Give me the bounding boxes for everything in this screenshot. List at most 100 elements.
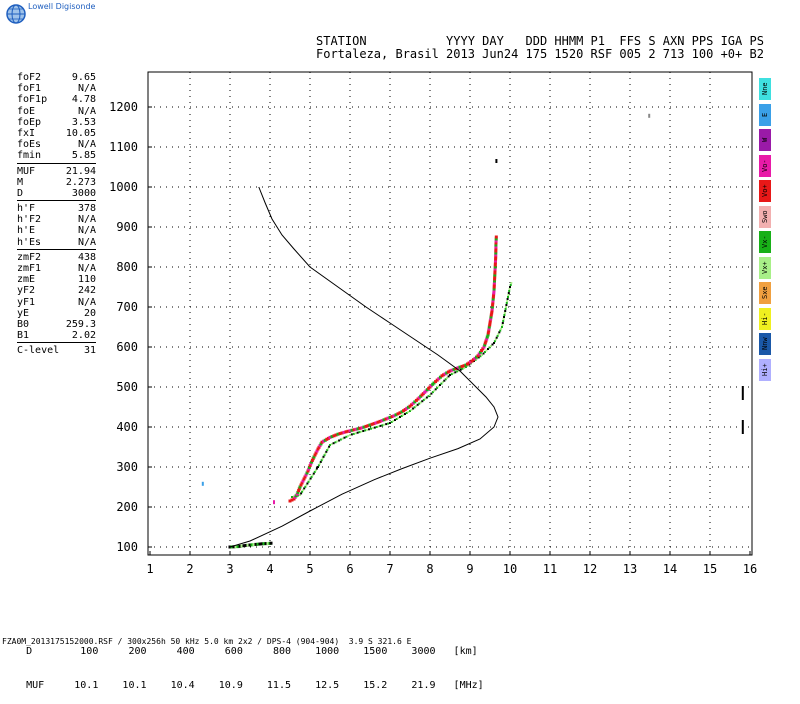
o-trace-point — [458, 365, 462, 369]
o-trace-point — [494, 235, 498, 239]
e-trace-point — [250, 543, 254, 547]
o-trace-point — [491, 297, 495, 301]
o-trace-point — [303, 475, 307, 479]
x-trace-point — [424, 397, 427, 400]
x-trace-point — [317, 464, 320, 467]
o-trace-point — [482, 345, 486, 349]
o-trace-point — [340, 431, 344, 435]
x-trace-point — [326, 449, 329, 452]
o-trace-point — [484, 339, 488, 343]
o-trace-point — [316, 447, 320, 451]
x-trace-point — [370, 427, 372, 430]
x-trace-point — [314, 469, 317, 472]
x-trace-point — [310, 475, 313, 478]
x-trace-point — [330, 443, 333, 446]
legend-item: Nne — [759, 78, 771, 100]
x-trace-point — [347, 434, 350, 437]
param-row: MUF 21.94 — [17, 166, 96, 177]
x-trace-point — [410, 408, 413, 411]
x-trace-point — [375, 426, 378, 428]
x-trace-point — [412, 407, 415, 410]
param-row: foF1p 4.78 — [17, 94, 96, 105]
o-trace-point — [396, 412, 400, 416]
x-trace-point — [487, 348, 489, 350]
o-trace-point — [414, 398, 418, 402]
e-trace-point — [269, 541, 273, 545]
o-trace-point — [443, 372, 447, 376]
o-trace-point — [434, 380, 438, 384]
x-trace-point — [321, 457, 324, 460]
o-trace-point — [492, 285, 496, 289]
o-trace-point — [309, 462, 313, 466]
o-trace-point — [489, 317, 493, 321]
param-value: 20 — [83, 307, 96, 319]
x-trace-point — [505, 302, 508, 304]
o-trace-point — [338, 432, 342, 436]
x-trace-point — [439, 384, 441, 386]
param-value: 31 — [83, 345, 96, 357]
y-tick-label: 600 — [116, 340, 138, 354]
o-trace-point — [488, 323, 492, 327]
e-trace-point — [262, 542, 266, 546]
x-trace-point — [368, 428, 370, 431]
o-trace-point — [370, 422, 374, 426]
x-trace-point — [479, 355, 482, 358]
legend-item: Swo — [759, 205, 771, 228]
o-trace-point — [493, 265, 497, 269]
param-key: foE — [17, 105, 36, 117]
x-trace-point — [394, 419, 396, 421]
param-value: N/A — [77, 263, 96, 274]
o-trace-point — [352, 428, 356, 432]
o-trace-point — [297, 487, 301, 491]
param-value: 259.3 — [65, 318, 96, 330]
param-key: zmF1 — [17, 263, 42, 274]
e-trace-point — [256, 542, 260, 546]
isolated-echo-point — [741, 420, 744, 434]
param-value: N/A — [77, 214, 96, 226]
param-key: B1 — [17, 330, 30, 342]
x-trace-point — [450, 373, 453, 376]
o-trace-point — [356, 427, 360, 431]
e-trace-point — [260, 542, 264, 546]
o-trace-point — [354, 427, 358, 431]
o-trace-point — [494, 255, 498, 259]
x-trace-point — [452, 372, 455, 375]
param-separator — [17, 200, 96, 202]
y-tick-label: 100 — [116, 540, 138, 554]
x-trace-point — [343, 436, 346, 439]
param-row: h'E N/A — [17, 225, 96, 236]
o-trace-point — [494, 237, 498, 241]
isolated-echo-point — [495, 159, 498, 163]
o-trace-point — [310, 460, 314, 464]
o-trace-point — [400, 410, 404, 414]
x-trace-point — [311, 474, 314, 477]
x-trace-point — [427, 395, 430, 398]
param-value: 438 — [77, 251, 96, 263]
x-trace-point — [341, 437, 344, 440]
param-key: D — [17, 187, 24, 199]
param-row: zmE 110 — [17, 274, 96, 285]
param-value: 5.85 — [71, 150, 96, 162]
o-trace-point — [480, 349, 484, 352]
x-trace-point — [379, 424, 382, 427]
param-key: yF1 — [17, 296, 36, 308]
x-trace-point — [399, 416, 401, 418]
y-tick-label: 1100 — [109, 140, 138, 154]
param-key: h'F2 — [17, 214, 42, 226]
o-trace-point — [494, 257, 498, 261]
o-trace-point — [350, 428, 354, 432]
x-trace-point — [437, 385, 440, 388]
o-trace-point — [493, 271, 497, 275]
o-trace-point — [392, 414, 396, 418]
o-trace-point — [308, 464, 312, 468]
e-trace-point — [240, 544, 244, 548]
x-tick-label: 1 — [146, 562, 153, 576]
x-trace-point — [323, 454, 326, 457]
y-tick-label: 1000 — [109, 180, 138, 194]
param-key: h'Es — [17, 236, 42, 248]
x-trace-point — [308, 479, 311, 482]
x-trace-point — [503, 314, 506, 316]
o-trace-point — [328, 435, 332, 439]
x-trace-point — [339, 438, 342, 441]
o-trace-point — [374, 421, 378, 425]
